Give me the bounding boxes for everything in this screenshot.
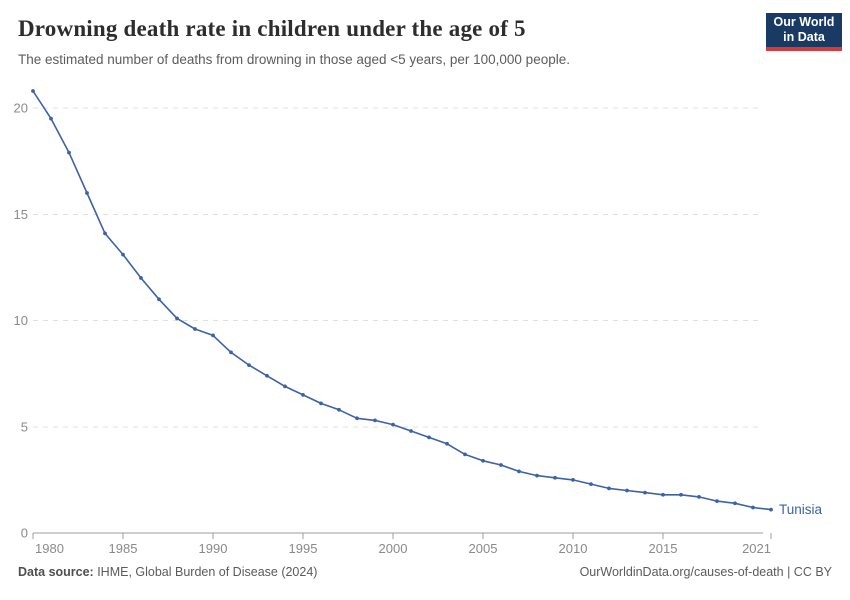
data-point[interactable]	[85, 191, 89, 195]
x-tick-label: 2010	[559, 541, 588, 555]
x-tick-label: 1980	[35, 541, 64, 555]
owid-logo-line2: in Data	[783, 30, 825, 44]
data-point[interactable]	[175, 316, 179, 321]
data-point[interactable]	[517, 469, 521, 474]
data-point[interactable]	[103, 231, 107, 236]
data-point[interactable]	[157, 297, 161, 302]
data-point[interactable]	[301, 392, 305, 397]
data-point[interactable]	[661, 492, 665, 497]
x-tick-label: 2021	[742, 541, 771, 555]
chart-title: Drowning death rate in children under th…	[18, 16, 526, 41]
data-source-value: IHME, Global Burden of Disease (2024)	[93, 565, 318, 579]
data-point[interactable]	[625, 488, 629, 493]
data-point[interactable]	[373, 418, 377, 423]
data-point[interactable]	[247, 363, 251, 368]
data-point[interactable]	[679, 492, 683, 497]
y-tick-label: 10	[14, 313, 28, 328]
data-point[interactable]	[121, 252, 125, 257]
data-source-note: Data source: IHME, Global Burden of Dise…	[18, 565, 317, 579]
data-point[interactable]	[427, 435, 431, 440]
data-point[interactable]	[265, 373, 269, 378]
owid-logo-line1: Our World	[773, 15, 835, 30]
data-point[interactable]	[751, 505, 755, 510]
data-point[interactable]	[67, 150, 71, 155]
data-point[interactable]	[31, 89, 35, 93]
chart-subtitle: The estimated number of deaths from drow…	[18, 52, 570, 67]
data-point[interactable]	[643, 490, 647, 495]
data-point[interactable]	[211, 333, 215, 338]
x-tick-label: 1995	[289, 541, 318, 555]
data-point[interactable]	[589, 482, 593, 487]
data-point[interactable]	[319, 401, 323, 406]
data-source-label: Data source:	[18, 565, 94, 579]
tunisia-line[interactable]	[32, 90, 772, 511]
data-point[interactable]	[553, 475, 557, 480]
y-tick-label: 20	[14, 101, 28, 116]
x-tick-label: 2005	[469, 541, 498, 555]
x-tick-label: 2015	[649, 541, 678, 555]
data-point[interactable]	[229, 350, 233, 355]
data-point[interactable]	[607, 486, 611, 491]
data-point[interactable]	[733, 501, 737, 506]
line-chart[interactable]: 0 5 10 15 20 1980 1985 1990 1995 2000 2005 2010 2015…	[0, 82, 850, 555]
data-point[interactable]	[535, 473, 539, 478]
data-point[interactable]	[463, 452, 467, 457]
data-point[interactable]	[715, 499, 719, 504]
data-point[interactable]	[445, 441, 449, 446]
y-tick-label: 5	[21, 419, 28, 434]
owid-logo[interactable]: Our World in Data	[766, 13, 842, 51]
x-tick-label: 2000	[379, 541, 408, 555]
data-point[interactable]	[49, 116, 53, 121]
x-tick-label: 1990	[199, 541, 228, 555]
series-label-tunisia[interactable]: Tunisia	[779, 502, 823, 517]
chart-footer: Data source: IHME, Global Burden of Dise…	[18, 565, 832, 579]
data-point[interactable]	[499, 463, 503, 467]
y-tick-label: 0	[21, 526, 28, 541]
data-point[interactable]	[391, 422, 395, 427]
data-point[interactable]	[139, 276, 143, 280]
data-point[interactable]	[193, 327, 197, 331]
data-point[interactable]	[697, 494, 701, 499]
data-point[interactable]	[481, 458, 485, 463]
data-point[interactable]	[571, 477, 575, 482]
data-point[interactable]	[337, 407, 341, 412]
data-point[interactable]	[355, 416, 359, 421]
data-point[interactable]	[283, 384, 287, 389]
y-tick-label: 15	[14, 207, 28, 222]
data-point[interactable]	[769, 507, 773, 512]
x-tick-label: 1985	[109, 541, 138, 555]
data-point[interactable]	[409, 429, 413, 433]
credit-link[interactable]: OurWorldinData.org/causes-of-death | CC …	[579, 565, 832, 579]
